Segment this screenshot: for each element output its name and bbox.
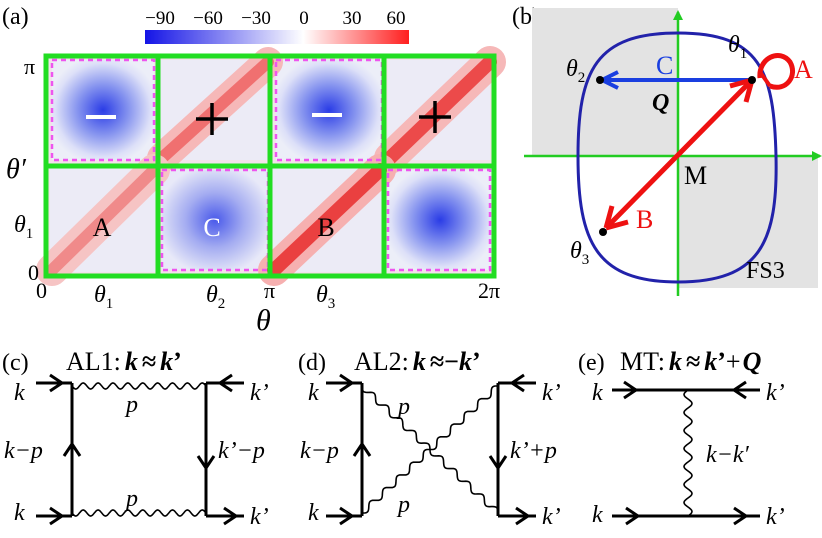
y-tick-zero: 0 [28,260,39,285]
heatmap: A C B [36,46,506,286]
panel-e: (e) MT: k ≈ k’+Q k k’ k k’ k−k′ [578,347,785,530]
diagram-MT [612,380,760,526]
heatmap-cell [52,60,154,160]
heatmap-cell [276,60,382,160]
label-kprime-plus-p: k’+p [510,438,557,464]
label-FS3: FS3 [746,258,785,284]
diagram-AL1 [36,373,244,526]
x-tick-theta1: θ1 [94,282,113,312]
x-tick-zero: 0 [36,278,47,303]
label-C: C [656,51,673,80]
colorbar-tick: −60 [193,8,223,29]
cell-label-A: A [93,213,112,242]
label-p: p [396,492,410,518]
label-k-prime: k’ [250,504,269,530]
panel-c-label: (c) [2,350,29,376]
colorbar-tick: 0 [299,8,309,29]
green-grid [43,53,497,279]
y-tick-theta1: θ1 [14,212,33,242]
x-axis-label: θ [256,304,271,337]
label-k-minus-p: k−p [4,438,43,464]
propagator-p-bottom [71,509,207,517]
fermi-surface [576,31,778,284]
cell-label-C: C [203,213,220,242]
panel-a: (a) −90 −60 −30 0 30 60 [2,4,506,337]
label-theta1: θ1 [728,32,747,62]
label-k-prime: k’ [766,504,785,530]
point-theta2 [596,76,604,84]
cell-label-B: B [317,213,334,242]
panel-a-label: (a) [2,4,29,30]
heatmap-cell [162,170,268,270]
x-tick-theta2: θ2 [206,282,225,312]
label-p: p [396,394,410,420]
label-k: k [14,500,25,526]
label-M: M [684,161,707,190]
panel-e-label: (e) [578,350,605,376]
label-k-prime: k’ [542,380,561,406]
label-p: p [124,486,138,512]
label-theta3: θ3 [570,238,589,268]
panel-d: (d) AL2: k ≈−k’ k k’ k k’ p p k−p k’+p [298,347,561,530]
colorbar [145,30,409,44]
label-B: B [636,205,653,234]
shaded-quadrant [678,156,818,288]
label-k-minus-p: k−p [300,438,339,464]
x-tick-pi: π [264,278,275,303]
label-A: A [794,55,813,84]
label-kprime-minus-p: k’−p [218,438,265,464]
propagator-p-top [71,382,207,390]
label-k: k [14,380,25,406]
y-tick-pi: π [24,54,35,79]
label-k-prime: k’ [766,380,785,406]
y-axis-label: θ′ [6,154,27,185]
label-Q: Q [652,90,669,116]
propagator-cross [362,385,498,514]
point-theta3 [599,228,607,236]
panel-c-title: AL1: k ≈ k’ [66,347,182,376]
label-p: p [124,392,138,418]
panel-e-title: MT: k ≈ k’+Q [620,347,762,376]
heatmap-cell [388,170,492,270]
x-tick-theta3: θ3 [316,282,335,312]
panel-d-title: AL2: k ≈−k’ [354,347,481,376]
arrow-A [757,53,795,90]
x-tick-2pi: 2π [478,278,500,303]
label-k: k [592,380,603,406]
label-theta2: θ2 [566,56,585,86]
panel-d-label: (d) [298,350,326,376]
propagator-k-minus-kprime [683,389,693,517]
point-theta1 [748,76,756,84]
colorbar-tick: −30 [241,8,271,29]
panel-b: (b) θ1 θ2 θ3 C Q A B M FS3 [512,4,822,296]
label-k-minus-kprime: k−k′ [706,442,750,468]
label-k: k [592,502,603,528]
label-k-prime: k’ [250,380,269,406]
label-k: k [308,500,319,526]
label-k-prime: k’ [542,504,561,530]
arrow-B [604,78,754,230]
panel-c: (c) AL1: k ≈ k’ k k’ k k’ p p k−p k’−p [2,347,269,530]
diagonal-band [36,46,506,286]
diagram-AL2 [326,373,536,526]
colorbar-tick: 30 [343,8,362,29]
colorbar-tick: −90 [145,8,175,29]
colorbar-tick: 60 [387,8,406,29]
label-k: k [308,380,319,406]
